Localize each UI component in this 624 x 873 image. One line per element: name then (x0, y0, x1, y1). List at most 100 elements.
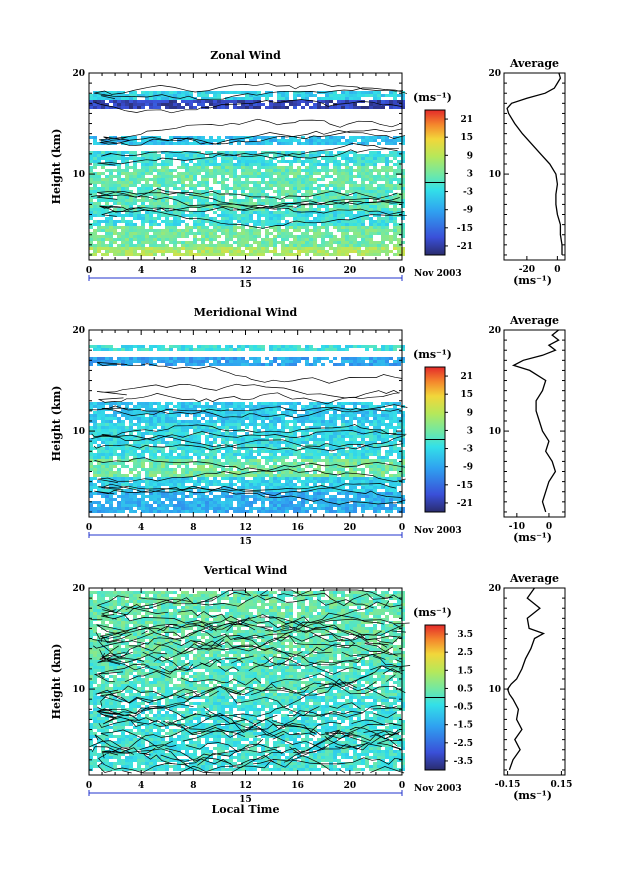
day-label: 15 (239, 280, 252, 290)
date-label: Nov 2003 (414, 526, 462, 536)
colorbar-tick-label: -21 (457, 242, 473, 252)
average-y-tick-label: 10 (488, 170, 501, 180)
panel-title: Vertical Wind (203, 564, 288, 577)
colorbar-tick-label: 15 (460, 133, 473, 143)
colorbar-tick-label: -3.5 (454, 757, 473, 767)
average-unit: (ms⁻¹) (513, 531, 552, 544)
y-tick-label: 20 (72, 584, 85, 594)
x-tick-label: 16 (291, 266, 304, 276)
colorbar-tick-label: -9 (463, 206, 473, 216)
x-tick-label: 8 (190, 781, 196, 791)
day-label: 15 (239, 795, 252, 805)
x-tick-label: 0 (86, 266, 92, 276)
colorbar-tick-label: 3.5 (457, 630, 473, 640)
contour-lines (89, 362, 408, 505)
average-unit: (ms⁻¹) (513, 274, 552, 287)
y-axis-label: Height (km) (50, 644, 63, 720)
panel-title: Zonal Wind (210, 49, 281, 62)
x-tick-label: 0 (86, 781, 92, 791)
x-tick-label: 12 (239, 266, 252, 276)
average-x-tick-label: 0 (554, 265, 560, 275)
average-y-tick-label: 10 (488, 427, 501, 437)
panel-0: Zonal Wind 0 4 8 12 16 20 0 20 10 Height (km) 15 Nov… (50, 49, 566, 290)
colorbar-tick-label: -2.5 (454, 739, 473, 749)
x-tick-label: 0 (399, 523, 405, 533)
colorbar-tick-label: 2.5 (457, 648, 473, 658)
colorbar-tick-label: 3 (467, 426, 473, 436)
colorbar-tick-label: -3 (463, 445, 473, 455)
average-title: Average (509, 572, 559, 585)
colorbar-tick-label: -0.5 (454, 703, 473, 713)
colorbar-tick-label: 15 (460, 390, 473, 400)
panel-title: Meridional Wind (194, 306, 298, 319)
colorbar-tick-label: -1.5 (454, 721, 473, 731)
x-tick-label: 8 (190, 266, 196, 276)
x-tick-label: 12 (239, 523, 252, 533)
colorbar-tick-label: -15 (457, 481, 473, 491)
average-y-tick-label: 10 (488, 685, 501, 695)
y-axis-label: Height (km) (50, 386, 63, 462)
tick-marks (88, 329, 403, 517)
y-tick-label: 10 (72, 685, 85, 695)
colorbar-tick-label: -15 (457, 224, 473, 234)
heatmap-cells (89, 591, 405, 771)
average-ticks (504, 72, 565, 260)
x-tick-label: 4 (138, 781, 144, 791)
heatmap-cells (89, 91, 405, 256)
average-x-tick-label: -20 (519, 265, 535, 275)
average-profile-line (506, 72, 563, 255)
x-tick-label: 4 (138, 266, 144, 276)
average-x-tick-label: 0 (546, 522, 552, 532)
average-frame (503, 72, 566, 261)
colorbar-unit: (ms⁻¹) (413, 348, 452, 361)
average-profile-line (506, 587, 546, 771)
contour-lines (90, 82, 408, 229)
colorbar-tick-label: 0.5 (457, 684, 473, 694)
colorbar-tick-label: 3 (467, 169, 473, 179)
contour-lines (89, 590, 412, 774)
colorbar-tick-label: 21 (460, 115, 473, 125)
colorbar-tick-label: 21 (460, 372, 473, 382)
average-y-tick-label: 20 (488, 326, 501, 336)
tick-marks (88, 72, 403, 260)
x-tick-label: 16 (291, 781, 304, 791)
date-label: Nov 2003 (414, 269, 462, 279)
x-tick-label: 8 (190, 523, 196, 533)
x-tick-label: 4 (138, 523, 144, 533)
panel-2: Vertical Wind 0 4 8 12 16 20 0 20 10 Height (km) 15… (50, 564, 572, 816)
day-label: 15 (239, 537, 252, 547)
colorbar-tick-label: -21 (457, 499, 473, 509)
colorbar-tick-label: 9 (467, 408, 473, 418)
panel-1: Meridional Wind 0 4 8 12 16 20 0 20 10 Height (km)… (50, 306, 566, 547)
y-tick-label: 10 (72, 427, 85, 437)
colorbar-unit: (ms⁻¹) (413, 606, 452, 619)
x-tick-label: 20 (344, 781, 357, 791)
average-y-tick-label: 20 (488, 584, 501, 594)
y-tick-label: 20 (72, 326, 85, 336)
colorbar-tick-label: 1.5 (457, 666, 473, 676)
average-title: Average (509, 57, 559, 70)
x-tick-label: 0 (86, 523, 92, 533)
tick-marks (88, 587, 403, 775)
average-x-tick-label: -0.15 (495, 780, 521, 790)
average-x-tick-label: 0.15 (550, 780, 572, 790)
y-axis-label: Height (km) (50, 129, 63, 205)
average-profile-line (511, 329, 560, 513)
average-y-tick-label: 20 (488, 69, 501, 79)
average-frame (503, 329, 566, 518)
x-axis-label: Local Time (212, 803, 280, 816)
average-title: Average (509, 314, 559, 327)
x-tick-label: 12 (239, 781, 252, 791)
x-tick-label: 0 (399, 781, 405, 791)
colorbar-unit: (ms⁻¹) (413, 91, 452, 104)
x-tick-label: 0 (399, 266, 405, 276)
average-x-tick-label: -10 (509, 522, 525, 532)
colorbar-tick-label: 9 (467, 151, 473, 161)
date-label: Nov 2003 (414, 784, 462, 794)
x-tick-label: 20 (344, 266, 357, 276)
average-unit: (ms⁻¹) (513, 789, 552, 802)
y-tick-label: 10 (72, 170, 85, 180)
average-ticks (504, 329, 565, 517)
y-tick-label: 20 (72, 69, 85, 79)
